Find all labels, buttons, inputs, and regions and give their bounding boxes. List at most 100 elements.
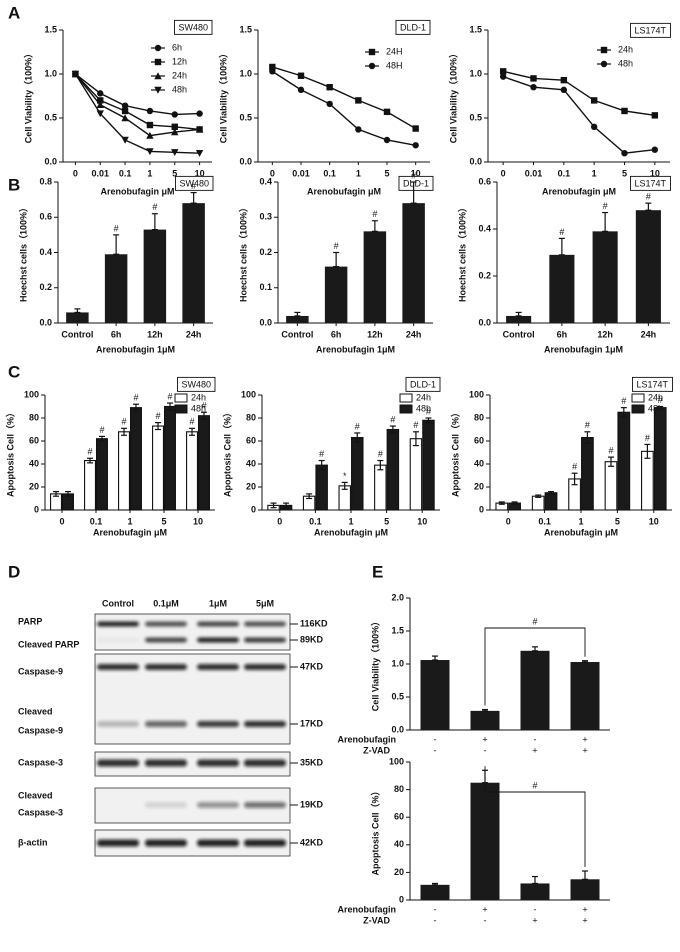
legend-label: 12h (172, 56, 187, 66)
y-tick-label: 0.0 (469, 156, 482, 166)
error-bar (74, 308, 81, 314)
blot-row-label: Cleaved (18, 706, 53, 716)
chart-title: SW480 (181, 379, 211, 389)
x-tick-label: 5 (161, 516, 166, 526)
bar (104, 254, 128, 323)
treatment-sign: - (434, 904, 437, 914)
blot-band (97, 721, 139, 727)
error-bar (64, 491, 71, 497)
bar (163, 405, 176, 511)
series-line (74, 73, 200, 131)
title-box (175, 175, 214, 191)
bar (402, 203, 425, 323)
legend-label: 48h (416, 403, 431, 413)
bar (604, 461, 618, 511)
error-bar (432, 882, 438, 886)
x-tick-label: Control (503, 329, 535, 339)
y-tick-label: 1.0 (469, 68, 482, 78)
blot-size-label: 17KD (300, 718, 324, 728)
blot-band (197, 721, 239, 727)
bar (374, 464, 387, 511)
significance-label: # (585, 420, 590, 430)
error-bar (341, 481, 348, 490)
blot-band (145, 721, 187, 727)
legend-label: 6h (172, 42, 182, 52)
y-tick-label: 0.4 (39, 247, 52, 257)
title-box (632, 376, 673, 392)
marker (146, 121, 154, 129)
significance-label: # (133, 393, 138, 403)
x-tick-label: 1 (578, 516, 583, 526)
error-bar (482, 708, 488, 712)
y-tick-label: 20 (246, 481, 256, 491)
y-tick-label: 100 (241, 389, 256, 399)
series-line (271, 70, 416, 146)
bar (420, 660, 450, 730)
error-bar (294, 311, 301, 317)
bar (422, 419, 435, 511)
marker (326, 100, 333, 108)
y-tick-label: 80 (474, 412, 484, 422)
marker (71, 70, 80, 78)
treatment-label: Z-VAD (363, 915, 390, 925)
marker (530, 75, 537, 82)
x-tick-label: 5 (172, 168, 177, 178)
panel-label: A (8, 3, 20, 22)
y-tick-label: 0.6 (39, 212, 52, 222)
treatment-sign: + (582, 734, 587, 744)
marker (297, 86, 305, 94)
x-tick-label: 10 (411, 168, 421, 178)
y-tick-label: 40 (394, 839, 404, 849)
x-tick-label: 0.01 (525, 168, 543, 178)
marker (368, 62, 376, 70)
error-bar (121, 427, 128, 436)
legend-label: 24h (648, 392, 663, 402)
legend-label: 48h (191, 403, 206, 413)
marker (146, 107, 154, 115)
bar (182, 203, 205, 323)
treatment-sign: + (582, 915, 587, 925)
legend-label: 24h (191, 392, 206, 402)
treatment-sign: - (434, 745, 437, 755)
marker (154, 58, 162, 66)
series-line (74, 73, 200, 137)
y-tick-label: 100 (389, 756, 404, 766)
treatment-sign: + (532, 745, 537, 755)
chart-title: DLD-1 (403, 178, 429, 188)
marker (146, 131, 154, 139)
marker (121, 136, 129, 144)
significance-label: # (390, 414, 395, 424)
y-tick-label: 0.2 (39, 282, 52, 292)
error-bar (166, 402, 173, 411)
y-tick-label: 1.0 (44, 68, 57, 78)
marker (297, 72, 305, 79)
x-tick-label: 0.1 (323, 168, 336, 178)
legend-swatch (399, 404, 413, 414)
x-tick-label: 10 (193, 516, 203, 526)
marker (383, 108, 391, 116)
treatment-sign: - (434, 734, 437, 744)
x-tick-label: 5 (615, 516, 620, 526)
series-line (74, 73, 200, 154)
panel-label: D (8, 562, 20, 581)
y-tick-label: 0.0 (259, 317, 272, 327)
bar (286, 315, 309, 323)
error-bar (584, 431, 591, 444)
y-tick-label: 1.0 (239, 68, 252, 78)
bar (470, 782, 500, 900)
significance-label: # (559, 227, 564, 237)
marker (195, 150, 204, 157)
legend-label: 24h (618, 44, 633, 54)
error-bar (498, 501, 505, 505)
significance-label: # (201, 401, 206, 411)
blot-band (244, 839, 286, 847)
marker (368, 48, 376, 56)
significance-label: # (355, 421, 360, 431)
blot-band (244, 721, 286, 727)
x-tick-label: 12h (597, 329, 613, 339)
bar (409, 438, 423, 511)
blot-band (145, 802, 187, 808)
significance-label: * (343, 471, 347, 481)
blot-row-label: Caspase-9 (18, 725, 63, 735)
x-tick-label: 10 (649, 516, 659, 526)
